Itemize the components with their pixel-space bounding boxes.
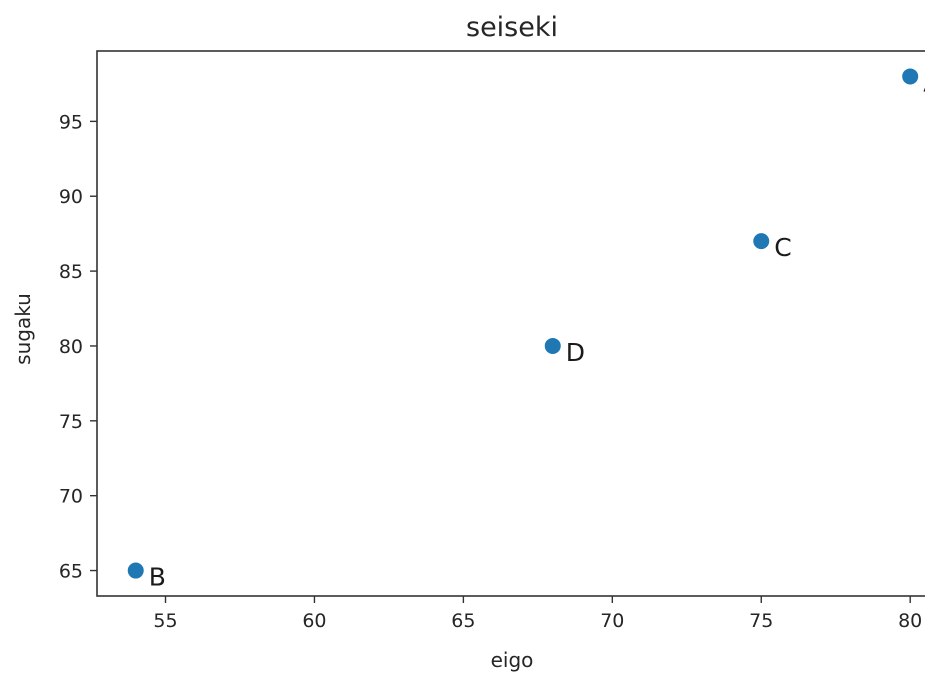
axes: [96, 50, 925, 597]
x-tick-label: 55: [153, 610, 177, 632]
y-tick-label: 90: [59, 186, 83, 208]
y-tick-label: 65: [59, 561, 83, 583]
data-point-c: [753, 233, 770, 250]
data-point-d: [544, 337, 561, 354]
x-tick-label: 70: [600, 610, 624, 632]
point-label-b: B: [149, 563, 166, 592]
x-axis-label: eigo: [491, 648, 534, 672]
x-axis-ticks: 55 60 65 70 75 80: [153, 596, 922, 632]
data-points: [127, 68, 919, 579]
x-tick-label: 65: [451, 610, 475, 632]
data-point-a: [902, 68, 919, 85]
y-axis-ticks: 65 70 75 80 85 90 95: [59, 111, 97, 583]
point-labels: A B C D: [149, 68, 925, 591]
x-tick-label: 80: [898, 610, 922, 632]
y-tick-label: 70: [59, 486, 83, 508]
chart-title: seiseki: [466, 12, 558, 43]
x-tick-label: 75: [749, 610, 773, 632]
y-tick-label: 80: [59, 336, 83, 358]
y-tick-label: 75: [59, 411, 83, 433]
point-label-c: C: [774, 233, 791, 262]
plot-frame: [96, 50, 925, 597]
y-axis-label: sugaku: [11, 293, 35, 365]
data-point-b: [127, 562, 144, 579]
y-tick-label: 85: [59, 261, 83, 283]
y-tick-label: 95: [59, 111, 83, 133]
point-label-d: D: [566, 338, 585, 367]
point-label-a: A: [923, 68, 925, 97]
x-tick-label: 60: [302, 610, 326, 632]
